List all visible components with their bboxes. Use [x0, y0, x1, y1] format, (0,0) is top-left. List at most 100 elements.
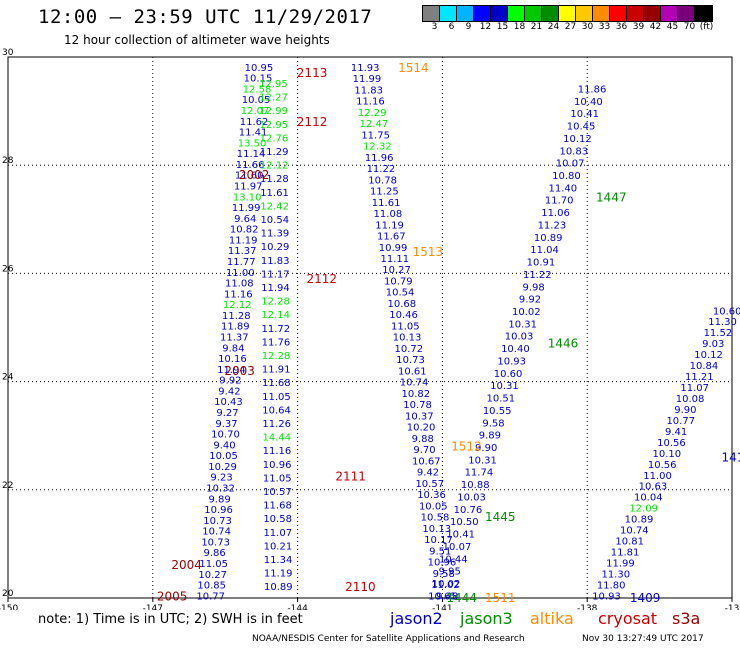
wave-height-value: 11.21: [685, 372, 714, 383]
wave-height-value: 11.37: [220, 332, 249, 343]
wave-height-value: 9.88: [412, 434, 434, 445]
wave-height-value: 10.81: [615, 537, 644, 548]
wave-height-value: 10.73: [203, 516, 232, 527]
wave-height-value: 10.27: [198, 570, 227, 581]
wave-height-value: 10.61: [398, 366, 427, 377]
wave-height-value: 10.17: [424, 535, 453, 546]
wave-height-value: 12.29: [358, 108, 387, 119]
wave-height-value: 10.02: [432, 579, 461, 590]
wave-height-value: 11.93: [351, 63, 380, 74]
wave-height-value: 14.44: [263, 433, 292, 444]
wave-height-value: 11.08: [374, 209, 403, 220]
wave-height-value: 11.83: [354, 85, 383, 96]
wave-height-value: 10.13: [422, 524, 451, 535]
color-swatch: [440, 6, 457, 21]
wave-height-value: 10.77: [196, 591, 225, 602]
wave-height-value: 10.73: [396, 355, 425, 366]
wave-height-value: 10.27: [382, 265, 411, 276]
wave-height-value: 10.12: [694, 350, 723, 361]
color-scale-label: 15: [496, 22, 509, 32]
track-id-label: 2112: [306, 272, 337, 286]
wave-height-value: 11.61: [372, 198, 401, 209]
wave-height-value: 11.81: [611, 548, 640, 559]
wave-height-value: 10.72: [394, 344, 423, 355]
wave-height-value: 12.12: [260, 161, 289, 172]
track-id-label: 1512: [451, 440, 482, 454]
wave-height-value: 9.90: [674, 405, 696, 416]
color-swatch: [576, 6, 593, 21]
wave-height-value: 12.95: [260, 120, 289, 131]
track-id-label: 2112: [297, 115, 328, 129]
wave-height-value: 11.60: [235, 171, 264, 182]
color-swatch: [593, 6, 610, 21]
wave-height-value: 11.05: [262, 392, 291, 403]
wave-height-value: 11.16: [263, 446, 292, 457]
wave-height-value: 10.65: [428, 591, 457, 602]
track-id-label: 2005: [157, 589, 188, 603]
color-scale-label: 39: [632, 22, 645, 32]
wave-height-value: 9.64: [234, 214, 256, 225]
wave-height-value: 9.42: [218, 386, 240, 397]
color-scale-label: 18: [513, 22, 526, 32]
wave-height-value: 11.34: [264, 555, 293, 566]
wave-height-value: 12.14: [261, 310, 290, 321]
wave-height-value: 9.58: [482, 418, 504, 429]
track-id-label: 2003: [224, 364, 255, 378]
color-scale-label: (ft): [699, 22, 714, 32]
wave-height-value: 11.91: [262, 365, 291, 376]
wave-height-value: 10.45: [567, 122, 596, 133]
wave-height-value: 10.03: [505, 332, 534, 343]
legend-jason2: jason2: [390, 609, 443, 628]
wave-height-value: 11.05: [263, 473, 292, 484]
wave-height-value: 11.72: [261, 324, 290, 335]
wave-height-value: 9.89: [479, 431, 501, 442]
wave-height-value: 10.76: [454, 505, 483, 516]
wave-height-value: 11.19: [229, 235, 258, 246]
wave-height-value: 10.70: [211, 430, 240, 441]
wave-height-value: 10.51: [486, 394, 515, 405]
color-scale-label: 3: [431, 22, 438, 32]
color-swatch: [610, 6, 627, 21]
wave-height-value: 10.41: [446, 530, 475, 541]
wave-height-value: 10.74: [400, 378, 429, 389]
wave-height-value: 10.54: [386, 288, 415, 299]
wave-height-value: 11.19: [375, 220, 404, 231]
plot-frame: [7, 56, 733, 599]
wave-height-value: 10.50: [450, 517, 479, 528]
track-id-label: 1514: [398, 61, 429, 75]
wave-height-value: 10.82: [401, 389, 430, 400]
wave-height-value: 11.70: [545, 196, 574, 207]
wave-height-value: 10.88: [461, 480, 490, 491]
track-id-label: 2002: [239, 168, 270, 182]
footer-note: note: 1) Time is in UTC; 2) SWH is in fe…: [38, 612, 303, 627]
wave-height-value: 11.16: [356, 97, 385, 108]
wave-height-value: 12.95: [259, 79, 288, 90]
wave-height-value: 9.90: [475, 443, 497, 454]
wave-height-value: 10.60: [713, 306, 740, 317]
color-scale-label: 33: [598, 22, 611, 32]
wave-height-value: 10.12: [563, 134, 592, 145]
wave-height-value: 10.83: [559, 146, 588, 157]
wave-height-value: 11.22: [523, 270, 552, 281]
wave-height-value: 13.50: [238, 138, 267, 149]
wave-height-value: 11.97: [234, 181, 263, 192]
wave-height-value: 10.93: [592, 591, 621, 602]
wave-height-value: 11.28: [260, 174, 289, 185]
wave-height-value: 11.19: [264, 569, 293, 580]
wave-height-value: 10.58: [421, 513, 450, 524]
wave-height-value: 12.47: [360, 119, 389, 130]
wave-height-value: 11.61: [260, 188, 289, 199]
wave-height-value: 10.68: [388, 299, 417, 310]
legend-cryosat: cryosat: [598, 609, 658, 628]
x-tick-label: -144: [287, 604, 308, 610]
wave-height-value: 10.10: [653, 449, 682, 460]
wave-height-value: 11.99: [232, 203, 261, 214]
wave-height-value: 11.39: [261, 229, 290, 240]
wave-height-value: 10.57: [415, 479, 444, 490]
wave-height-value: 11.52: [704, 328, 733, 339]
wave-height-value: 11.83: [261, 256, 290, 267]
wave-height-value: 10.04: [634, 493, 663, 504]
wave-height-value: 10.20: [407, 423, 436, 434]
page-title: 12:00 – 23:59 UTC 11/29/2017: [38, 6, 373, 28]
wave-height-value: 9.86: [204, 548, 226, 559]
